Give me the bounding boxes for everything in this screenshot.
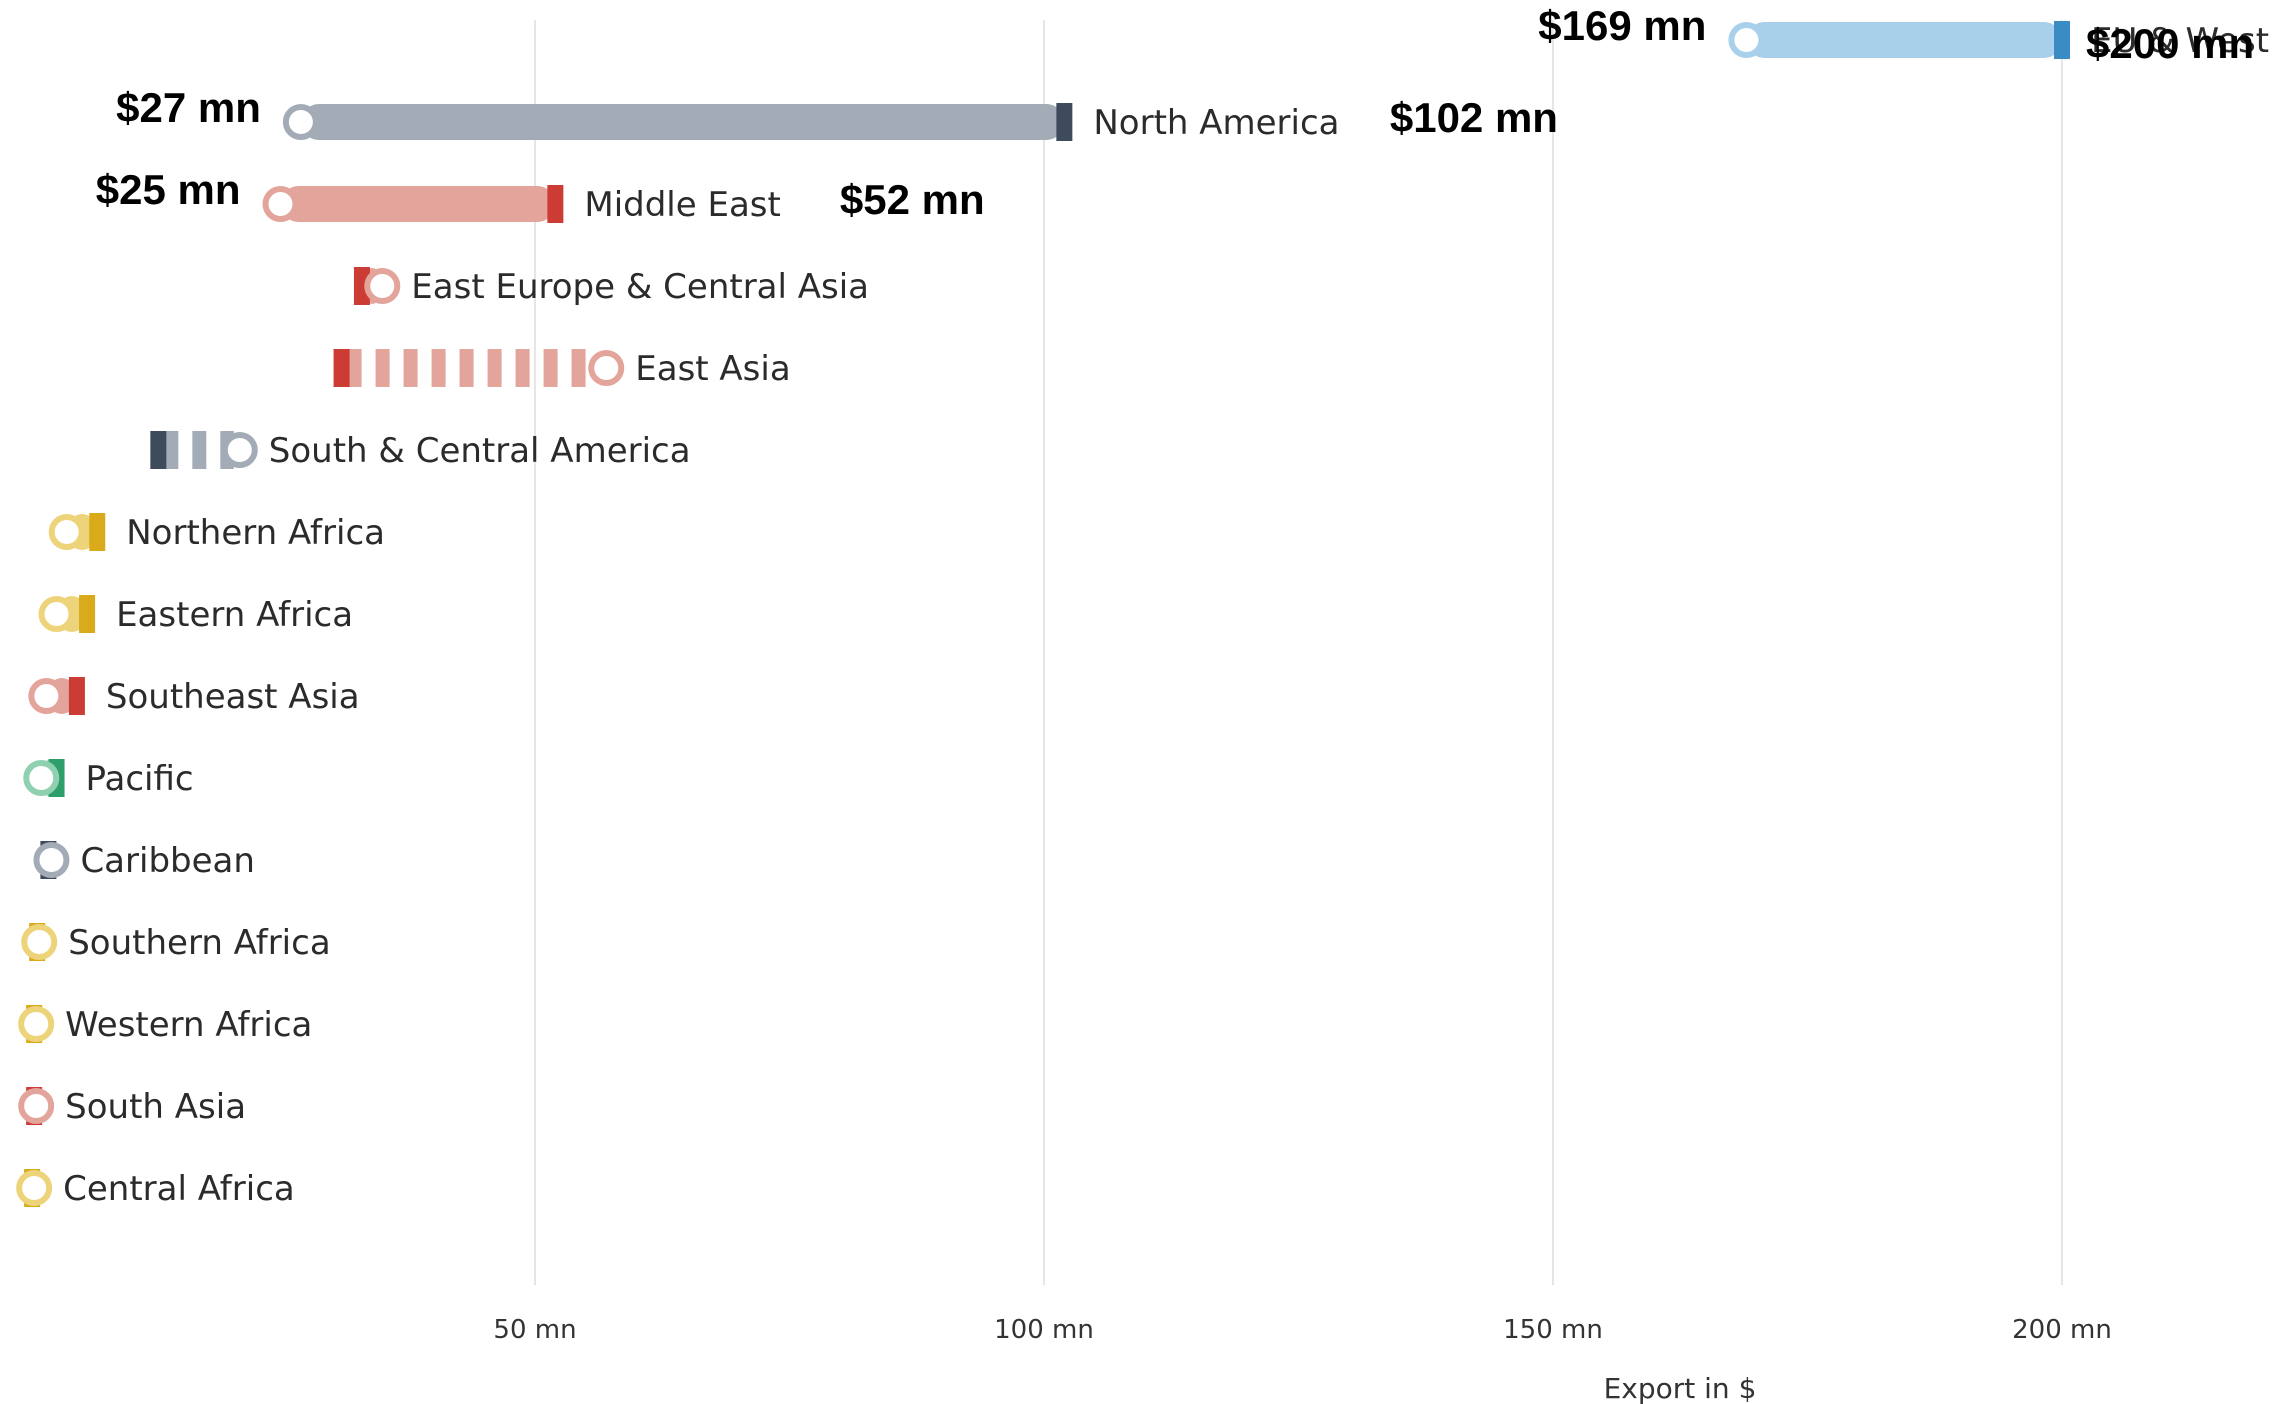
- series-label: East Europe & Central Asia: [411, 267, 869, 307]
- start-value-label: $169 mn: [1538, 2, 1706, 49]
- series-bar-segment: [192, 431, 207, 469]
- grid-lines: [534, 20, 2063, 1285]
- series-bar-segment: [571, 349, 586, 387]
- series-label: Southeast Asia: [106, 677, 360, 717]
- start-value-label: $27 mn: [116, 84, 261, 131]
- x-tick-label: 150 mn: [1503, 1315, 1603, 1345]
- end-value-label: $200 mn: [2086, 20, 2254, 67]
- series-bar: [300, 104, 1065, 140]
- series-start-marker: [221, 432, 258, 468]
- series-row: Central Africa: [16, 1169, 295, 1209]
- series-label: North America: [1093, 103, 1339, 143]
- series-bar-segment: [347, 349, 362, 387]
- series-row: Pacific: [23, 759, 194, 799]
- series-end-marker: [68, 677, 85, 715]
- series-end-marker: [89, 513, 106, 551]
- series-end-marker: [333, 349, 350, 387]
- series-label: EU & West Europe: [2091, 21, 2281, 61]
- series-start-marker: [38, 596, 75, 632]
- series-label: South Asia: [65, 1087, 246, 1127]
- series-start-marker: [33, 842, 70, 878]
- series-row: EU & West Europe $169 mn $200 mn: [1538, 2, 2281, 67]
- series-bar-segment: [164, 431, 179, 469]
- x-axis-ticks: 50 mn 100 mn 150 mn 200 mn: [493, 1315, 2111, 1345]
- series-row: North America $27 mn $102 mn: [116, 84, 1558, 143]
- series-end-marker: [2054, 21, 2070, 59]
- series-bar-segment: [543, 349, 558, 387]
- series-end-marker: [1056, 103, 1073, 141]
- series-label: Northern Africa: [126, 513, 385, 553]
- series-row: Southern Africa: [21, 923, 331, 963]
- series-start-marker: [262, 186, 299, 222]
- series-start-marker: [28, 678, 65, 714]
- series-row: East Europe & Central Asia: [353, 267, 869, 307]
- series-bar-segment: [403, 349, 418, 387]
- series-label: Pacific: [86, 759, 194, 799]
- series-marks: EU & West Europe $169 mn $200 mn North Amer…: [16, 2, 2281, 1209]
- series-end-marker: [353, 267, 370, 305]
- series-row: Middle East $25 mn $52 mn: [96, 166, 985, 225]
- series-end-marker: [79, 595, 96, 633]
- series-start-marker: [16, 1170, 53, 1206]
- series-row: Southeast Asia: [28, 677, 360, 717]
- end-value-label: $102 mn: [1390, 94, 1558, 141]
- series-start-marker: [364, 268, 401, 304]
- series-bar: [280, 186, 556, 222]
- series-end-marker: [150, 431, 167, 469]
- series-bar-segment: [375, 349, 390, 387]
- series-start-marker: [588, 350, 625, 386]
- series-row: South & Central America: [150, 431, 691, 471]
- series-row: Eastern Africa: [38, 595, 353, 635]
- series-row: Western Africa: [18, 1005, 312, 1045]
- x-tick-label: 50 mn: [493, 1315, 576, 1345]
- series-label: Southern Africa: [68, 923, 330, 963]
- series-row: Caribbean: [33, 841, 255, 881]
- start-value-label: $25 mn: [96, 166, 241, 213]
- series-bar: [1746, 22, 2062, 58]
- series-row: South Asia: [18, 1087, 246, 1127]
- series-row: Northern Africa: [48, 513, 385, 553]
- series-start-marker: [18, 1088, 55, 1124]
- series-bar-segment: [515, 349, 530, 387]
- x-axis-title: Export in $: [1604, 1372, 1757, 1404]
- series-start-marker: [23, 760, 60, 796]
- series-label: East Asia: [635, 349, 790, 389]
- series-end-marker: [547, 185, 564, 223]
- series-bar-segment: [431, 349, 446, 387]
- series-label: Western Africa: [65, 1005, 312, 1045]
- x-tick-label: 200 mn: [2012, 1315, 2112, 1345]
- series-bar-segment: [459, 349, 474, 387]
- series-start-marker: [1728, 22, 1765, 58]
- series-bar-segment: [487, 349, 502, 387]
- series-row: East Asia: [333, 349, 791, 389]
- x-tick-label: 100 mn: [994, 1315, 1094, 1345]
- series-label: Central Africa: [63, 1169, 295, 1209]
- series-start-marker: [18, 1006, 55, 1042]
- series-label: South & Central America: [269, 431, 691, 471]
- series-label: Middle East: [584, 185, 780, 225]
- series-label: Caribbean: [80, 841, 254, 881]
- end-value-label: $52 mn: [840, 176, 985, 223]
- series-start-marker: [282, 104, 319, 140]
- series-start-marker: [21, 924, 58, 960]
- series-start-marker: [48, 514, 85, 550]
- series-label: Eastern Africa: [116, 595, 353, 635]
